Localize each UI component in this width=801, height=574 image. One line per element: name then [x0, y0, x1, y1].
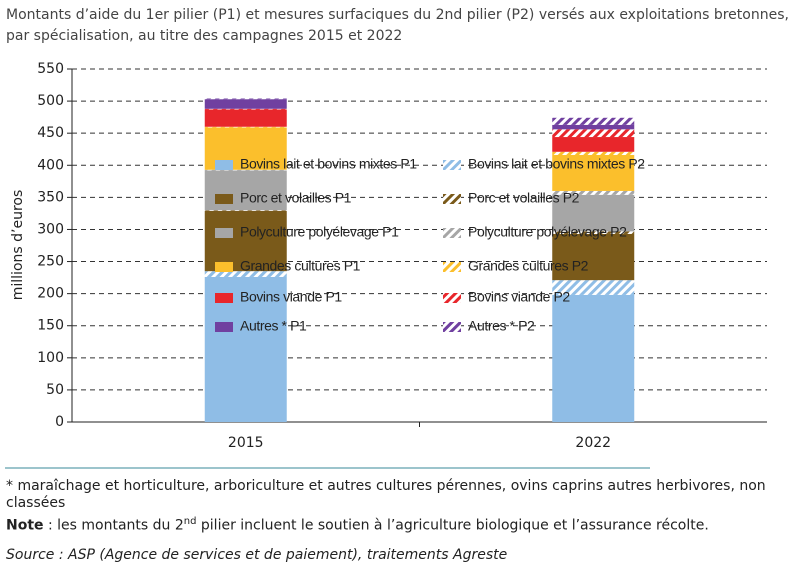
y-tick-label: 350 — [37, 189, 64, 205]
bar-segment — [552, 129, 635, 138]
bar-segment — [204, 109, 287, 127]
bar-segment — [204, 169, 287, 171]
y-tick-label: 200 — [37, 286, 64, 302]
bar-segment — [552, 231, 635, 234]
y-tick-label: 100 — [37, 350, 64, 366]
bar-segment — [552, 294, 635, 422]
y-tick-label: 0 — [55, 414, 64, 430]
legend-label: Bovins lait et bovins mixtes P2 — [468, 156, 645, 172]
y-tick-label: 250 — [37, 254, 64, 270]
bar-segment — [552, 280, 635, 295]
note-label: Note — [6, 517, 44, 534]
legend-label: Bovins lait et bovins mixtes P1 — [240, 156, 417, 172]
bar-segment — [204, 210, 287, 211]
x-tick-label: 2022 — [575, 435, 611, 451]
y-tick-label: 450 — [37, 125, 64, 141]
legend-swatch — [215, 322, 233, 332]
x-tick-label: 2015 — [228, 435, 264, 451]
note: Note : les montants du 2nd pilier inclue… — [6, 513, 709, 535]
legend-label: Polyculture polyélevage P2 — [468, 224, 627, 240]
legend-label: Autres * P2 — [468, 318, 535, 334]
y-tick-label: 400 — [37, 157, 64, 173]
legend-swatch — [443, 293, 461, 303]
bar-segment — [552, 117, 635, 125]
bar-segment — [552, 190, 635, 195]
legend-label: Autres * P1 — [240, 318, 307, 334]
bar-segment — [552, 151, 635, 156]
y-tick-label: 300 — [37, 221, 64, 237]
legend-swatch — [215, 194, 233, 204]
legend-label: Grandes cultures P1 — [240, 258, 361, 274]
legend-swatch — [215, 228, 233, 238]
bar-segment — [552, 124, 635, 130]
note-text: : les montants du 2 — [43, 517, 184, 534]
chart-title: Montants d’aide du 1er pilier (P1) et me… — [6, 7, 789, 44]
bar-segment — [204, 99, 287, 109]
y-axis-label: millions d’euros — [10, 190, 26, 301]
legend-swatch — [215, 160, 233, 170]
legend-label: Bovins viande P2 — [468, 289, 570, 305]
bar-segment — [204, 126, 287, 128]
y-tick-label: 150 — [37, 318, 64, 334]
bar-segment — [552, 155, 635, 191]
legend-swatch — [215, 293, 233, 303]
legend-swatch — [443, 194, 461, 204]
legend-label: Grandes cultures P2 — [468, 258, 589, 274]
y-tick-label: 500 — [37, 93, 64, 109]
note-text: pilier incluent le soutien à l’agricultu… — [196, 517, 709, 534]
legend-swatch — [215, 262, 233, 272]
legend-label: Polyculture polyélevage P1 — [240, 224, 399, 240]
source: Source : ASP (Agence de services et de p… — [6, 547, 508, 563]
legend-label: Bovins viande P1 — [240, 289, 342, 305]
footnote: * maraîchage et horticulture, arboricult… — [6, 478, 766, 511]
bar-segment — [552, 194, 635, 232]
legend-swatch — [443, 262, 461, 272]
bar-segment — [552, 233, 635, 281]
y-tick-label: 550 — [37, 61, 64, 77]
bar-segment — [552, 137, 635, 152]
bar-segment — [204, 271, 287, 277]
bar-segment — [204, 98, 287, 100]
legend-label: Porc et volailles P2 — [468, 190, 580, 206]
legend-swatch — [443, 160, 461, 170]
legend-label: Porc et volailles P1 — [240, 190, 352, 206]
bar-segment — [204, 108, 287, 110]
legend-swatch — [443, 322, 461, 332]
y-tick-label: 50 — [46, 382, 64, 398]
legend-swatch — [443, 228, 461, 238]
note-sup: nd — [183, 516, 197, 527]
bar-segment — [204, 210, 287, 272]
